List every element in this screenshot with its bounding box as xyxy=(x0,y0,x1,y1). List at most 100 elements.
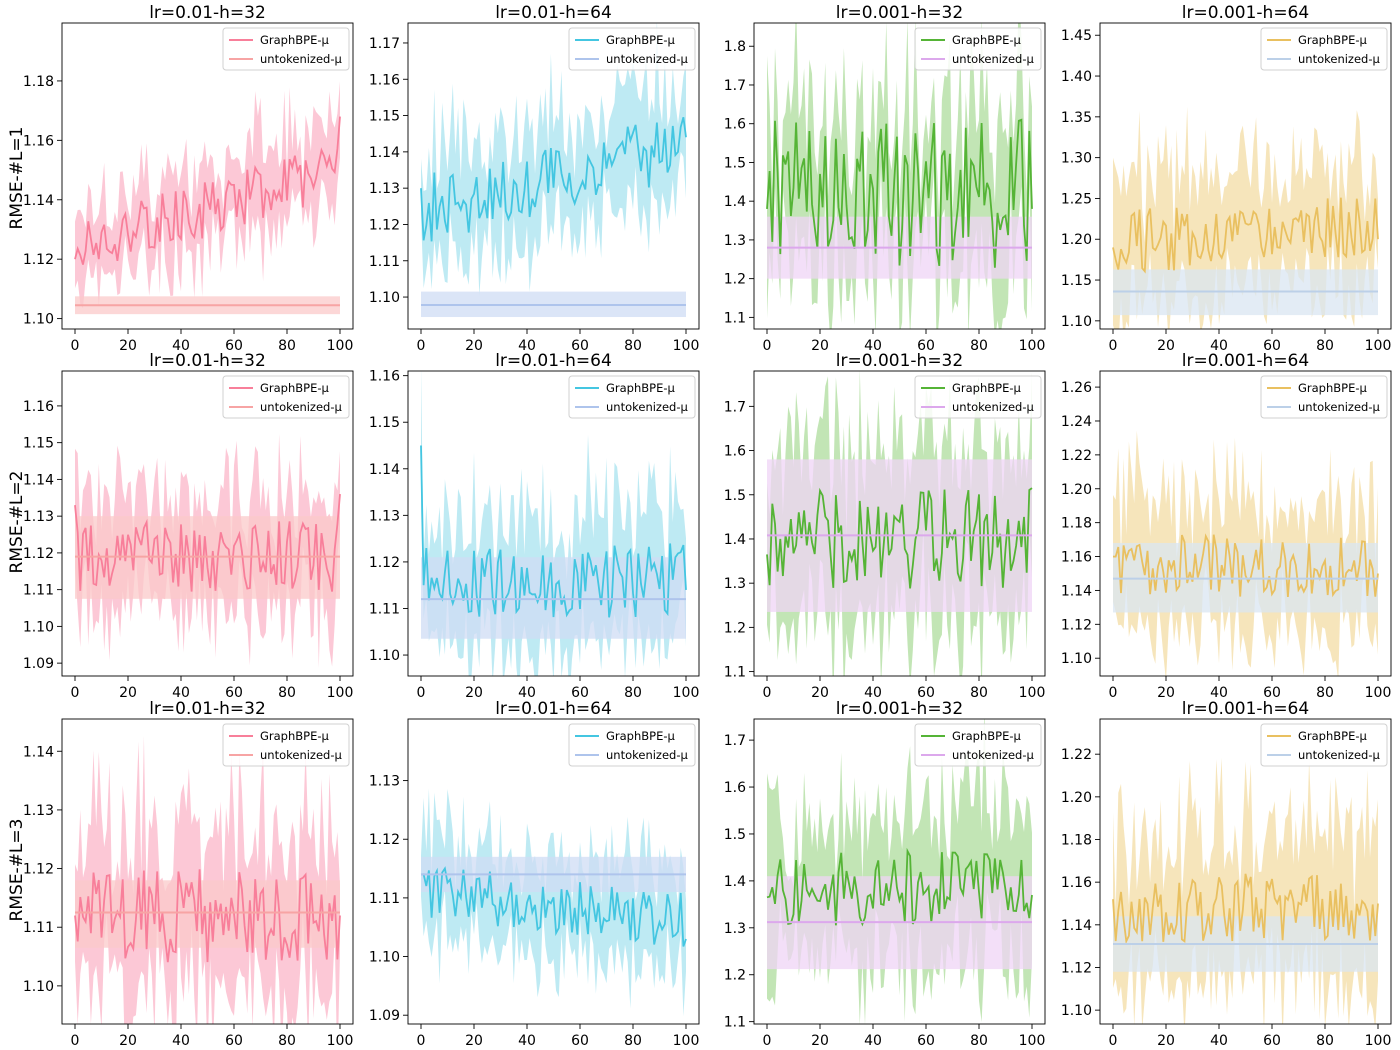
y-tick-label: 1.6 xyxy=(724,444,746,460)
y-tick-label: 1.22 xyxy=(1061,747,1092,763)
x-tick-label: 20 xyxy=(119,685,137,701)
y-tick-label: 1.12 xyxy=(369,832,400,848)
x-tick-label: 100 xyxy=(673,338,700,354)
subplot-7: lr=0.001-h=32 0 20 40 60 80 100 1.1 1.2 1.3 1.4 1.5… xyxy=(724,351,1046,701)
axes-frame xyxy=(61,22,354,330)
x-tick-label: 20 xyxy=(811,685,829,701)
plot-area xyxy=(1112,106,1379,329)
subplot-title: lr=0.01-h=32 xyxy=(149,699,266,719)
graphbpe-line xyxy=(74,869,341,963)
axes-frame xyxy=(1099,718,1392,1025)
y-tick-label: 1.10 xyxy=(23,619,54,635)
plot-area xyxy=(420,371,687,676)
x-tick-label: 40 xyxy=(172,338,190,354)
y-tick-label: 1.1 xyxy=(724,310,746,326)
legend-label-untokenized: untokenized-μ xyxy=(1298,748,1380,762)
legend-box xyxy=(222,723,350,767)
y-tick-label: 1.45 xyxy=(1061,28,1092,44)
y-tick-label: 1.25 xyxy=(1061,191,1092,207)
x-tick-label: 0 xyxy=(763,338,772,354)
y-tick-label: 1.13 xyxy=(23,509,54,525)
y-tick-label: 1.35 xyxy=(1061,110,1092,126)
y-tick-label: 1.24 xyxy=(1061,414,1092,430)
y-tick-label: 1.6 xyxy=(724,780,746,796)
x-tick-label: 100 xyxy=(1019,338,1046,354)
y-tick-label: 1.09 xyxy=(369,1008,400,1024)
axes-frame xyxy=(407,22,700,330)
legend-label-graphbpe: GraphBPE-μ xyxy=(952,381,1022,395)
legend-label-graphbpe: GraphBPE-μ xyxy=(606,729,676,743)
legend-label-untokenized: untokenized-μ xyxy=(1298,52,1380,66)
legend-label-untokenized: untokenized-μ xyxy=(952,52,1034,66)
legend-label-graphbpe: GraphBPE-μ xyxy=(952,33,1022,47)
y-tick-label: 1.14 xyxy=(23,472,54,488)
y-tick-label: 1.10 xyxy=(369,290,400,306)
x-tick-label: 80 xyxy=(1316,685,1334,701)
subplot-10: lr=0.01-h=64 0 20 40 60 80 100 1.09 1.10 1.11 1.12… xyxy=(369,699,700,1049)
x-tick-label: 40 xyxy=(1210,338,1228,354)
plot-area xyxy=(420,23,687,318)
y-tick-label: 1.6 xyxy=(724,117,746,133)
y-tick-label: 1.14 xyxy=(1061,583,1092,599)
y-tick-label: 1.18 xyxy=(23,74,54,90)
axes-frame xyxy=(407,370,700,677)
x-tick-label: 100 xyxy=(327,685,354,701)
legend-label-untokenized: untokenized-μ xyxy=(260,52,342,66)
legend-box xyxy=(222,375,350,419)
subplot-3: lr=0.001-h=32 0 20 40 60 80 100 1.1 1.2 1.3 1.4 1.5… xyxy=(724,3,1046,354)
legend-box xyxy=(1260,723,1388,767)
x-tick-label: 40 xyxy=(518,338,536,354)
legend-label-graphbpe: GraphBPE-μ xyxy=(260,381,330,395)
y-tick-label: 1.1 xyxy=(724,665,746,681)
y-tick-label: 1.16 xyxy=(369,72,400,88)
y-tick-label: 1.7 xyxy=(724,78,746,94)
axes-frame xyxy=(1099,370,1392,677)
y-tick-label: 1.10 xyxy=(23,312,54,328)
axes-frame xyxy=(1099,22,1392,330)
y-tick-label: 1.10 xyxy=(1061,1003,1092,1019)
legend-box xyxy=(1260,375,1388,419)
y-tick-label: 1.13 xyxy=(369,774,400,790)
legend-label-graphbpe: GraphBPE-μ xyxy=(1298,729,1368,743)
y-tick-label: 1.10 xyxy=(23,979,54,995)
y-tick-label: 1.10 xyxy=(1061,314,1092,330)
x-tick-label: 80 xyxy=(1316,338,1334,354)
x-tick-label: 80 xyxy=(278,1033,296,1049)
graphbpe-line xyxy=(420,866,687,947)
x-tick-label: 60 xyxy=(225,685,243,701)
x-tick-label: 0 xyxy=(71,338,80,354)
y-tick-label: 1.8 xyxy=(724,39,746,55)
legend-box xyxy=(914,375,1042,419)
axes-frame xyxy=(753,22,1046,330)
x-tick-label: 0 xyxy=(417,1033,426,1049)
axes-frame xyxy=(753,718,1046,1025)
y-tick-label: 1.20 xyxy=(1061,232,1092,248)
y-tick-label: 1.7 xyxy=(724,399,746,415)
x-tick-label: 0 xyxy=(1109,1033,1118,1049)
x-tick-label: 100 xyxy=(327,338,354,354)
graphbpe-line xyxy=(74,116,341,265)
x-tick-label: 60 xyxy=(917,1033,935,1049)
x-tick-label: 100 xyxy=(673,1033,700,1049)
graphbpe-line xyxy=(766,118,1033,268)
x-tick-label: 40 xyxy=(1210,685,1228,701)
y-tick-label: 1.4 xyxy=(724,874,746,890)
plot-area xyxy=(74,81,341,315)
graphbpe-line xyxy=(420,116,687,242)
x-tick-label: 0 xyxy=(71,685,80,701)
x-tick-label: 20 xyxy=(465,338,483,354)
legend-label-graphbpe: GraphBPE-μ xyxy=(606,381,676,395)
x-tick-label: 20 xyxy=(1157,1033,1175,1049)
x-tick-label: 80 xyxy=(624,685,642,701)
graphbpe-band xyxy=(75,735,340,1024)
x-tick-label: 0 xyxy=(1109,685,1118,701)
subplot-title: lr=0.001-h=64 xyxy=(1182,699,1309,719)
x-tick-label: 20 xyxy=(811,1033,829,1049)
y-tick-label: 1.14 xyxy=(23,193,54,209)
x-tick-label: 0 xyxy=(763,1033,772,1049)
y-tick-label: 1.15 xyxy=(369,415,400,431)
y-tick-label: 1.22 xyxy=(1061,448,1092,464)
y-tick-label: 1.10 xyxy=(1061,651,1092,667)
x-tick-label: 100 xyxy=(1365,1033,1392,1049)
legend-box xyxy=(914,723,1042,767)
